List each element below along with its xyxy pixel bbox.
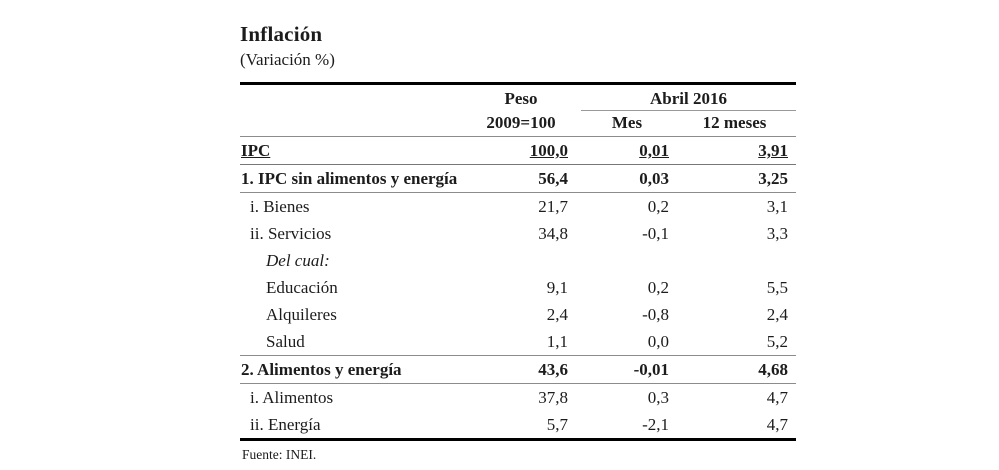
row-label: ii. Energía (250, 415, 321, 434)
cell-peso: 1,1 (546, 332, 568, 351)
table-row-alquileres: Alquileres 2,4 -0,8 2,4 (240, 301, 796, 328)
cell-peso: 37,8 (538, 388, 568, 407)
cell-12-meses: 5,5 (766, 278, 789, 297)
cell-12-meses: 3,25 (758, 169, 789, 188)
cell-12-meses: 4,7 (766, 388, 789, 407)
table-row-ipc: IPC 100,0 0,01 3,91 (240, 137, 797, 165)
table-row-del-cual: Del cual: (240, 247, 796, 274)
row-label: Salud (266, 332, 305, 351)
col-header-peso-base: 2009=100 (486, 112, 556, 132)
source-note: Fuente: INEI. (242, 447, 317, 462)
col-group-header-abril-2016: Abril 2016 (581, 83, 797, 111)
col-header-peso: Peso (504, 89, 538, 109)
header-empty-cell (240, 84, 461, 111)
cell-peso: 5,7 (546, 415, 568, 434)
table-row-educacion: Educación 9,1 0,2 5,5 (240, 274, 796, 301)
cell-mes: 0,03 (639, 169, 669, 188)
cell-mes: 0,01 (639, 141, 669, 160)
cell-mes: 0,2 (647, 278, 669, 297)
row-label: ii. Servicios (250, 224, 332, 243)
cell-peso: 9,1 (546, 278, 568, 297)
cell-mes: 0,3 (647, 388, 669, 407)
table-row-ipc-sin-alimentos-energia: 1. IPC sin alimentos y energía 56,4 0,03… (240, 164, 797, 193)
cell-mes: -0,1 (642, 224, 669, 243)
cell-peso: 21,7 (538, 197, 568, 216)
table-row-servicios: ii. Servicios 34,8 -0,1 3,3 (240, 220, 796, 247)
row-label: Educación (266, 278, 338, 297)
row-label: IPC (241, 141, 271, 160)
figure-subtitle: (Variación %) (240, 50, 335, 69)
figure-title: Inflación (240, 22, 323, 46)
cell-12-meses (673, 247, 796, 274)
table-row-alimentos-y-energia: 2. Alimentos y energía 43,6 -0,01 4,68 (240, 355, 797, 384)
header-empty-cell (240, 111, 461, 137)
cell-peso: 34,8 (538, 224, 568, 243)
col-header-mes: Mes (611, 113, 643, 132)
cell-peso: 100,0 (529, 141, 568, 160)
cell-peso: 56,4 (538, 169, 568, 188)
table-row-alimentos: i. Alimentos 37,8 0,3 4,7 (240, 384, 796, 412)
cell-12-meses: 2,4 (766, 305, 789, 324)
cell-mes (581, 247, 673, 274)
cell-12-meses: 3,3 (766, 224, 789, 243)
row-label: Del cual: (266, 251, 330, 270)
cell-mes: -0,01 (633, 360, 669, 379)
cell-12-meses: 3,1 (766, 197, 789, 216)
cell-peso: 43,6 (538, 360, 568, 379)
cell-12-meses: 4,68 (758, 360, 789, 379)
row-label: 2. Alimentos y energía (241, 360, 402, 379)
cell-peso: 2,4 (546, 305, 568, 324)
table-row-energia: ii. Energía 5,7 -2,1 4,7 (240, 411, 796, 440)
table-row-bienes: i. Bienes 21,7 0,2 3,1 (240, 193, 796, 221)
row-label: i. Alimentos (250, 388, 334, 407)
cell-peso (461, 247, 581, 274)
row-label: i. Bienes (250, 197, 310, 216)
header-row-columns: 2009=100 Mes 12 meses (240, 111, 797, 137)
table-row-salud: Salud 1,1 0,0 5,2 (240, 328, 796, 356)
table-header: Peso Abril 2016 2009=100 Mes 12 meses (240, 83, 797, 137)
header-row-group: Peso Abril 2016 (240, 83, 797, 111)
cell-12-meses: 3,91 (758, 141, 789, 160)
cell-mes: 0,0 (647, 332, 669, 351)
cell-12-meses: 5,2 (766, 332, 789, 351)
row-label: 1. IPC sin alimentos y energía (241, 169, 458, 188)
inflation-table: Peso Abril 2016 2009=100 Mes 12 meses IP… (240, 82, 797, 441)
cell-mes: -2,1 (642, 415, 669, 434)
cell-mes: -0,8 (642, 305, 669, 324)
row-label: Alquileres (266, 305, 337, 324)
cell-12-meses: 4,7 (766, 415, 789, 434)
inflation-figure: Inflación (Variación %) Peso Abril 2016 … (240, 21, 797, 464)
cell-mes: 0,2 (647, 197, 669, 216)
table-body: IPC 100,0 0,01 3,91 1. IPC sin alimentos… (240, 137, 797, 440)
col-header-12-meses: 12 meses (702, 113, 767, 132)
